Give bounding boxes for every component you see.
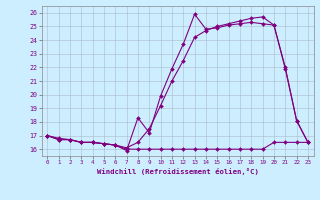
X-axis label: Windchill (Refroidissement éolien,°C): Windchill (Refroidissement éolien,°C): [97, 168, 259, 175]
